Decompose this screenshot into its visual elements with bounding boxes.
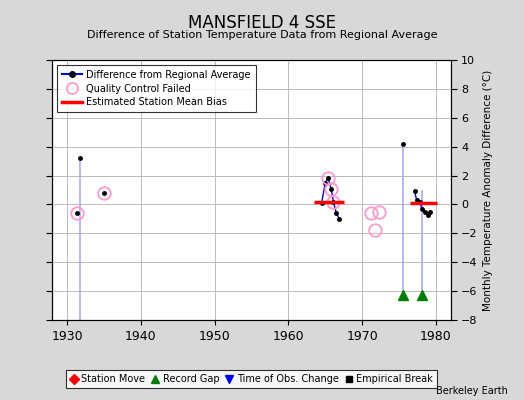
Text: MANSFIELD 4 SSE: MANSFIELD 4 SSE: [188, 14, 336, 32]
Legend: Station Move, Record Gap, Time of Obs. Change, Empirical Break: Station Move, Record Gap, Time of Obs. C…: [66, 370, 437, 388]
Text: Berkeley Earth: Berkeley Earth: [436, 386, 508, 396]
Text: Difference of Station Temperature Data from Regional Average: Difference of Station Temperature Data f…: [87, 30, 437, 40]
Y-axis label: Monthly Temperature Anomaly Difference (°C): Monthly Temperature Anomaly Difference (…: [483, 69, 493, 311]
